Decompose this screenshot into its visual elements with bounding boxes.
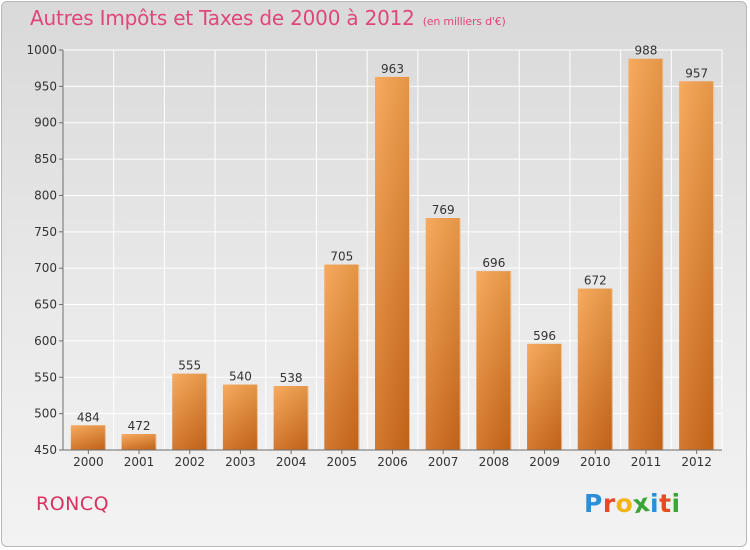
x-tick-label: 2011 [631, 455, 662, 469]
bar-shading [70, 425, 106, 450]
y-tick-label: 650 [34, 298, 57, 312]
y-tick-label: 450 [34, 443, 57, 457]
x-tick-label: 2007 [428, 455, 459, 469]
x-tick-label: 2001 [124, 455, 155, 469]
bar-2008[interactable] [476, 271, 512, 450]
logo-letter: o [615, 489, 634, 518]
x-tick-label: 2006 [377, 455, 408, 469]
value-label: 596 [533, 329, 556, 343]
value-label: 957 [685, 66, 708, 80]
x-tick-label: 2002 [174, 455, 205, 469]
bar-2001[interactable] [121, 434, 157, 450]
y-tick-label: 700 [34, 261, 57, 275]
y-tick-label: 550 [34, 370, 57, 384]
bar-2002[interactable] [172, 373, 208, 450]
value-label: 484 [77, 410, 100, 424]
bar-2004[interactable] [273, 386, 309, 450]
bar-2000[interactable] [70, 425, 106, 450]
logo-letter: t [659, 489, 672, 518]
value-label: 696 [482, 256, 505, 270]
x-tick-label: 2005 [327, 455, 358, 469]
value-label: 538 [280, 371, 303, 385]
value-label: 472 [128, 419, 151, 433]
bar-2006[interactable] [375, 76, 410, 450]
x-tick-label: 2000 [73, 455, 104, 469]
bar-shading [273, 386, 309, 450]
bar-shading [324, 264, 360, 450]
value-label: 963 [381, 62, 404, 76]
y-tick-label: 600 [34, 334, 57, 348]
x-tick-label: 2009 [529, 455, 560, 469]
x-tick-label: 2004 [276, 455, 307, 469]
bar-shading [527, 343, 563, 450]
y-tick-label: 500 [34, 407, 57, 421]
logo-letter: P [584, 489, 603, 518]
bar-shading [425, 218, 461, 450]
bar-2003[interactable] [222, 384, 258, 450]
logo-letter: i [650, 489, 660, 518]
y-tick-label: 1000 [26, 43, 57, 57]
logo-letter: i [671, 489, 681, 518]
commune-name: RONCQ [36, 493, 110, 515]
value-label: 988 [635, 44, 658, 58]
value-label: 705 [330, 250, 353, 264]
y-tick-label: 900 [34, 116, 57, 130]
bar-shading [375, 76, 410, 450]
bar-2009[interactable] [527, 343, 563, 450]
bar-2005[interactable] [324, 264, 360, 450]
bar-shading [628, 58, 664, 451]
logo-letter: r [602, 489, 616, 518]
value-label: 672 [584, 274, 607, 288]
bar-shading [222, 384, 258, 450]
x-tick-label: 2012 [681, 455, 712, 469]
chart-title: Autres Impôts et Taxes de 2000 à 2012 (en… [30, 6, 506, 30]
bar-shading [476, 271, 512, 450]
value-label: 769 [432, 203, 455, 217]
bar-shading [121, 434, 157, 450]
bar-2011[interactable] [628, 58, 664, 451]
y-tick-label: 950 [34, 79, 57, 93]
title-text: Autres Impôts et Taxes de 2000 à 2012 [30, 6, 415, 30]
bar-shading [679, 81, 715, 450]
y-tick-label: 850 [34, 152, 57, 166]
value-label: 555 [178, 359, 201, 373]
value-label: 540 [229, 370, 252, 384]
y-tick-label: 750 [34, 225, 57, 239]
x-tick-label: 2003 [225, 455, 256, 469]
bar-shading [172, 373, 208, 450]
y-tick-label: 800 [34, 188, 57, 202]
bar-2007[interactable] [425, 218, 461, 450]
bar-2010[interactable] [577, 288, 613, 450]
x-tick-label: 2010 [580, 455, 611, 469]
proxiti-logo[interactable]: Proxiti [584, 488, 681, 519]
chart-subtitle: (en milliers d'€) [422, 15, 506, 28]
bar-shading [577, 288, 613, 450]
x-tick-label: 2008 [479, 455, 510, 469]
bar-2012[interactable] [679, 81, 715, 450]
